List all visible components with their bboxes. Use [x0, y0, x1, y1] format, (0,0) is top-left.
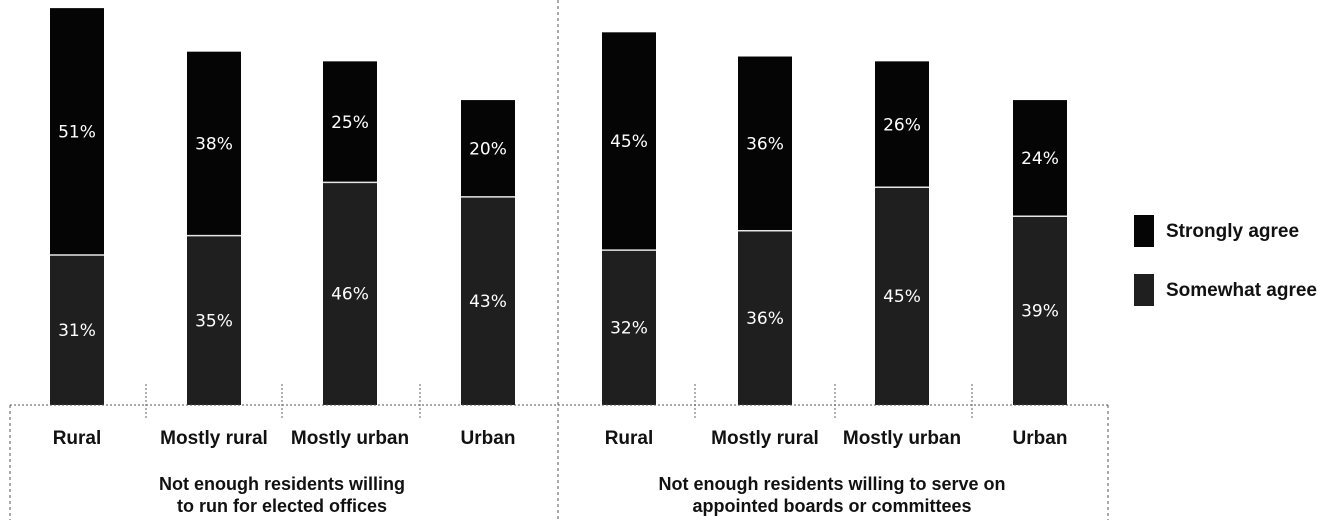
category-label: Mostly rural	[160, 428, 268, 449]
legend-swatch	[1134, 215, 1154, 247]
value-label-strongly-agree: 26%	[883, 115, 921, 135]
group-label-line: Not enough residents willing	[159, 474, 405, 494]
legend-label: Strongly agree	[1166, 221, 1299, 242]
category-label: Mostly rural	[711, 428, 819, 449]
bar-somewhat-agree	[323, 182, 377, 405]
value-label-somewhat-agree: 36%	[746, 309, 784, 329]
bar-somewhat-agree	[50, 254, 104, 405]
legend-swatch	[1134, 274, 1154, 306]
bars-layer: 51% 31% 38% 35% 25% 46% 20% 43% 45% 32% 36% 36% 26% 4…	[50, 8, 1067, 405]
value-label-strongly-agree: 38%	[195, 135, 233, 155]
group-label-line: to run for elected offices	[177, 496, 387, 516]
value-label-somewhat-agree: 31%	[58, 321, 96, 341]
value-label-somewhat-agree: 32%	[610, 319, 648, 339]
category-label: Mostly urban	[291, 428, 409, 449]
category-label: Urban	[1013, 428, 1068, 449]
group-label-line: appointed boards or committees	[692, 496, 971, 516]
legend-label: Somewhat agree	[1166, 280, 1317, 301]
group-label-line: Not enough residents willing to serve on	[658, 474, 1005, 494]
legend: Strongly agree Somewhat agree	[1134, 215, 1317, 306]
value-label-somewhat-agree: 39%	[1021, 302, 1059, 322]
bar-somewhat-agree	[1013, 216, 1067, 405]
value-label-somewhat-agree: 43%	[469, 292, 507, 312]
value-label-strongly-agree: 36%	[746, 135, 784, 155]
bar-strongly-agree	[602, 32, 656, 251]
category-label: Rural	[53, 428, 102, 449]
value-label-strongly-agree: 25%	[331, 113, 369, 133]
bar-somewhat-agree	[875, 187, 929, 405]
bar-strongly-agree	[461, 100, 515, 197]
bar-somewhat-agree	[602, 250, 656, 405]
value-label-strongly-agree: 24%	[1021, 149, 1059, 169]
value-label-somewhat-agree: 35%	[195, 311, 233, 331]
axis-frame	[9, 0, 1109, 520]
bar-somewhat-agree	[461, 196, 515, 405]
bar-strongly-agree	[1013, 100, 1067, 217]
bar-somewhat-agree	[187, 235, 241, 405]
bar-strongly-agree	[323, 61, 377, 183]
category-label: Rural	[605, 428, 654, 449]
value-label-somewhat-agree: 45%	[883, 287, 921, 307]
value-label-somewhat-agree: 46%	[331, 285, 369, 305]
bar-strongly-agree	[50, 8, 104, 255]
value-label-strongly-agree: 45%	[610, 132, 648, 152]
value-label-strongly-agree: 51%	[58, 123, 96, 143]
bar-somewhat-agree	[738, 230, 792, 405]
value-label-strongly-agree: 20%	[469, 139, 507, 159]
bar-strongly-agree	[875, 61, 929, 188]
category-label: Mostly urban	[843, 428, 961, 449]
bar-strongly-agree	[738, 56, 792, 231]
category-label: Urban	[461, 428, 516, 449]
category-labels: Rural Mostly rural Mostly urban Urban Rural M…	[53, 428, 1068, 449]
bar-strongly-agree	[187, 51, 241, 236]
